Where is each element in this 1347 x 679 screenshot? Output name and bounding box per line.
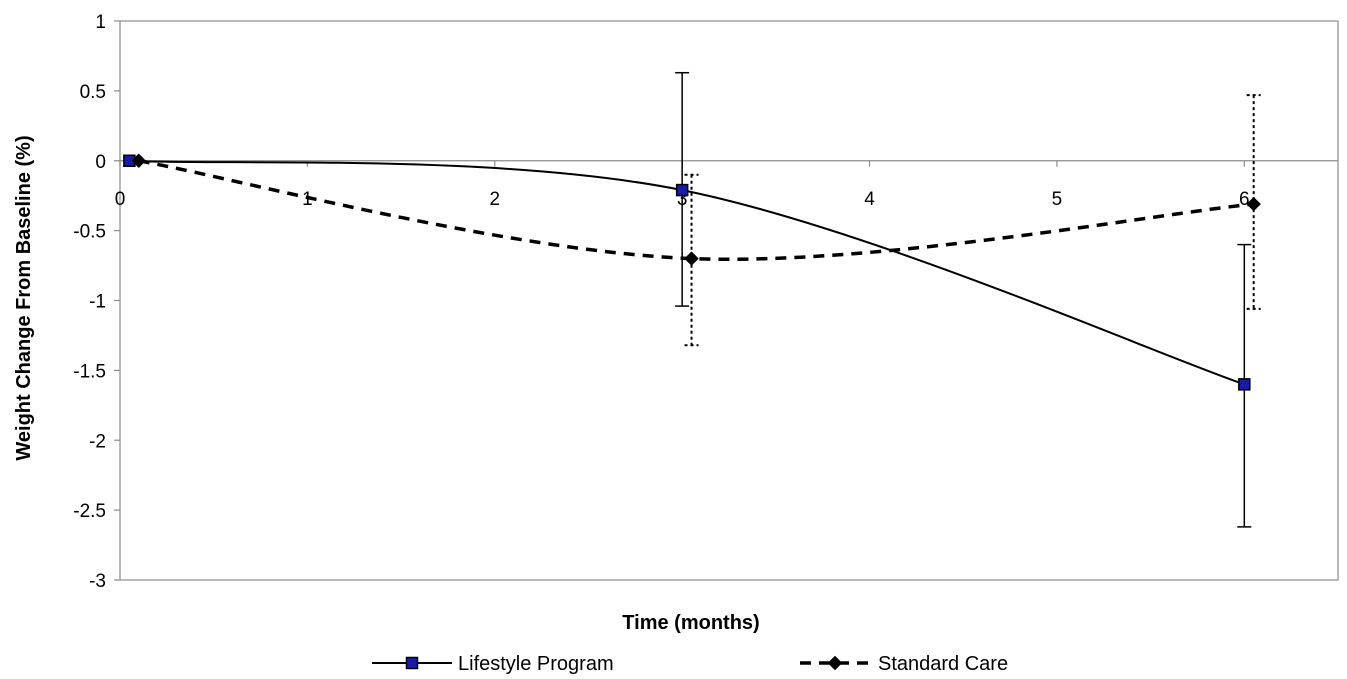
series-line xyxy=(138,159,1254,261)
legend-marker xyxy=(827,655,843,671)
legend-marker xyxy=(405,656,419,670)
data-point xyxy=(1246,196,1261,212)
plot-border xyxy=(119,20,1339,581)
y-axis-ticks: 1 0.5 0 -0.5 -1 -1.5 -2 -2.5 -3 xyxy=(73,12,120,592)
x-tick-label: 2 xyxy=(489,189,500,210)
data-point xyxy=(675,183,689,197)
y-tick-label: 1 xyxy=(95,12,106,33)
y-tick-label: -2.5 xyxy=(73,501,106,522)
data-point xyxy=(131,153,146,168)
legend-label: Lifestyle Program xyxy=(458,653,614,675)
data-point xyxy=(684,251,699,266)
x-tick-label: 6 xyxy=(1239,189,1250,210)
x-tick-label: 0 xyxy=(115,189,126,210)
data-point xyxy=(1238,378,1251,391)
x-axis-title: Time (months) xyxy=(622,612,759,634)
series-1 xyxy=(123,71,1252,528)
y-tick-label: 0 xyxy=(95,152,106,173)
y-tick-label: 0.5 xyxy=(80,82,106,103)
y-tick-label: -1.5 xyxy=(73,361,106,382)
legend-label: Standard Care xyxy=(878,653,1008,675)
series-layer xyxy=(123,71,1261,528)
y-tick-label: -1 xyxy=(89,292,106,313)
series-2 xyxy=(131,94,1261,347)
y-tick-label: -3 xyxy=(89,571,106,592)
x-tick-label: 4 xyxy=(864,189,875,210)
legend: Lifestyle Program Standard Care xyxy=(372,653,1008,675)
y-tick-label: -2 xyxy=(89,431,106,452)
plot-area xyxy=(119,20,1339,581)
x-tick-label: 5 xyxy=(1052,189,1063,210)
y-tick-label: -0.5 xyxy=(73,222,106,243)
legend-item: Standard Care xyxy=(800,653,1008,675)
legend-item: Lifestyle Program xyxy=(372,653,614,675)
y-axis-title: Weight Change From Baseline (%) xyxy=(13,135,35,460)
